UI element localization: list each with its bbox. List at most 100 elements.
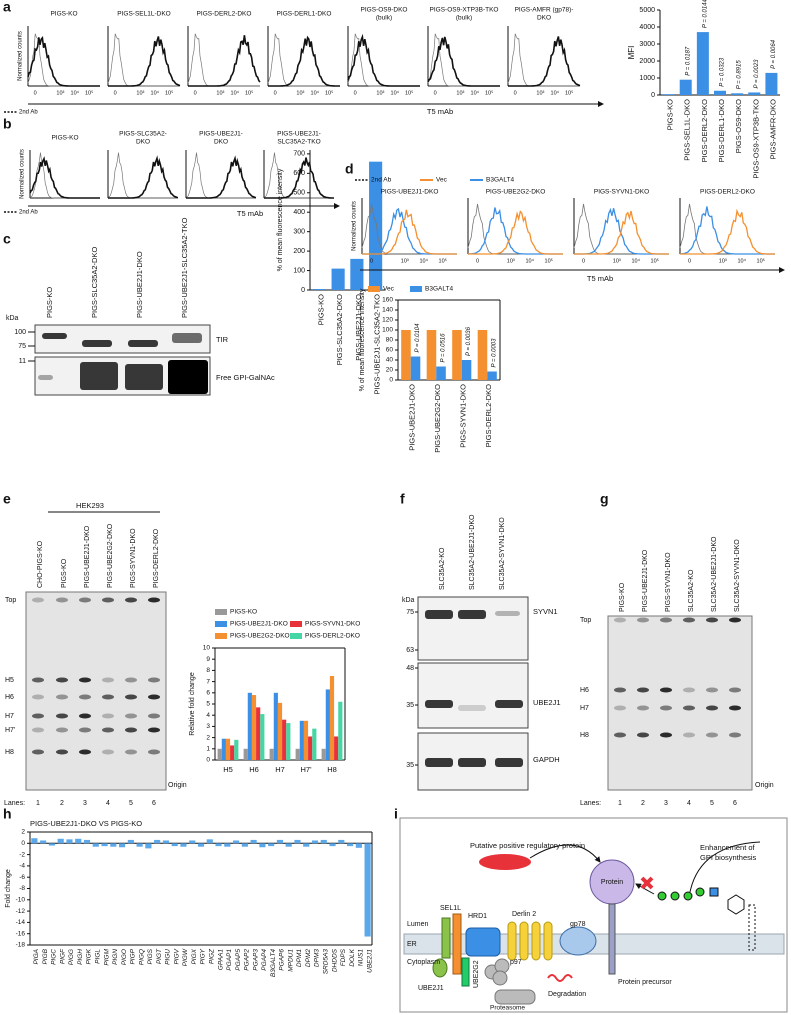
y-tick-label: 8 — [206, 667, 210, 674]
tlc-spot — [56, 727, 68, 733]
x-tick-label: PIGS-UBE2J1-DKO — [408, 384, 417, 451]
arrow — [529, 844, 601, 863]
x-tick-label: NUS1 — [358, 949, 365, 967]
lane-label: PIGS-SLC35A2-DKO — [90, 247, 99, 318]
bar — [748, 92, 761, 95]
x-tick-label: 10³ — [216, 90, 224, 96]
x-tick-label: 10³ — [613, 258, 621, 264]
diagram-label: GPI biosynthesis — [700, 853, 757, 862]
histogram-curve — [29, 152, 100, 199]
bar — [243, 748, 248, 760]
tlc-spot — [729, 705, 741, 711]
legend-swatch — [215, 633, 227, 639]
histogram-curve — [679, 206, 775, 255]
tlc-spot — [614, 617, 626, 623]
bar — [285, 843, 292, 847]
tlc-spot — [56, 694, 68, 700]
y-tick-label: 40 — [386, 357, 394, 364]
x-tick-label: 10³ — [376, 90, 384, 96]
x-tick-label: 10⁵ — [485, 89, 493, 96]
bar — [308, 736, 313, 760]
band-label: SYVN1 — [533, 607, 558, 616]
x-tick-label: PIGS-DERL2-DKO — [700, 99, 709, 163]
bar — [259, 843, 266, 848]
x-tick-label: PIGL — [94, 949, 101, 964]
blot-band — [495, 700, 523, 708]
lane-label: PIGS-KO — [619, 582, 626, 612]
blot-band — [38, 375, 53, 380]
x-tick-label: 0 — [370, 258, 373, 264]
legend-label: PIGS-KO — [230, 609, 257, 616]
bar — [364, 843, 371, 937]
x-tick-label: 10⁴ — [231, 89, 240, 96]
x-tick-label: 0 — [688, 258, 691, 264]
hrd1-stem — [452, 913, 462, 975]
histogram-title: (bulk) — [456, 15, 472, 22]
histogram-title: DKO — [214, 139, 228, 146]
histogram-curve — [187, 33, 260, 87]
bar — [426, 330, 437, 380]
bar — [299, 720, 304, 760]
tlc-spot — [148, 597, 160, 603]
bar — [331, 268, 345, 290]
y-tick-label: 400 — [293, 209, 305, 216]
y-tick-label: 4 — [206, 712, 210, 719]
histogram-title: SLC35A2-TKO — [277, 139, 320, 146]
histogram-curve — [574, 210, 669, 255]
lane-label: PIGS-KO — [45, 287, 54, 318]
x-tick-label: 10³ — [507, 258, 515, 264]
x-tick-label: PIGW — [182, 948, 189, 966]
lane-label: PIGS-DERL2-DKO — [153, 528, 160, 588]
x-tick-label: PGAP1 — [226, 949, 233, 971]
tlc-spot — [683, 687, 695, 693]
tlc-spot — [706, 732, 718, 738]
kda-label: kDa — [6, 315, 19, 322]
panel-letter: b — [3, 116, 12, 132]
y-tick-label: 7 — [206, 678, 210, 685]
bar — [206, 839, 213, 844]
histogram-curve — [107, 33, 180, 87]
p-value-label: P = 0.8915 — [737, 60, 743, 90]
diagram-label: Protein — [601, 879, 623, 886]
bar — [31, 838, 38, 844]
lanes-label: Lanes: — [4, 800, 25, 807]
histogram-title: PIGS-UBE2J1- — [199, 131, 243, 138]
lane-number: 5 — [710, 800, 714, 807]
histogram-curve — [680, 208, 775, 255]
diagram-label: UBE2J1 — [418, 985, 444, 992]
x-tick-label: PGAP5 — [235, 949, 242, 971]
panel-letter: g — [600, 491, 609, 507]
diagram-frame — [399, 817, 788, 1013]
marker-label: 35 — [406, 702, 414, 709]
band-label: H7 — [5, 713, 14, 720]
axis-label: % of mean fluorescence intensity — [359, 288, 366, 391]
y-tick-label: 1000 — [639, 75, 655, 82]
bar — [329, 843, 336, 847]
hrd1-shape — [465, 927, 501, 957]
diagram-label: gp78 — [570, 921, 586, 928]
origin-label: Origin — [755, 782, 774, 789]
lane-number: 6 — [733, 800, 737, 807]
lane-number: 2 — [641, 800, 645, 807]
lane-number: 2 — [60, 800, 64, 807]
y-tick-label: 200 — [293, 248, 305, 255]
blot-band — [168, 360, 208, 394]
tlc-spot — [32, 749, 44, 755]
y-tick-label: 160 — [382, 297, 393, 304]
ube2g2-shape — [461, 957, 470, 987]
bar — [197, 843, 205, 847]
legend-label: Vec — [436, 177, 448, 184]
band-label: Top — [5, 597, 16, 604]
inhibition-mark — [640, 876, 654, 890]
x-tick-label: 10⁵ — [245, 89, 253, 96]
y-tick-label: 0 — [206, 757, 210, 764]
bar — [233, 840, 240, 844]
bar — [189, 840, 196, 844]
legend-label: 2nd Ab — [19, 210, 38, 216]
histogram-title: PIGS-UBE2G2-DKO — [486, 189, 546, 196]
histogram-title: PIGS-AMFR (gp78)- — [515, 7, 574, 14]
legend-swatch — [410, 286, 422, 292]
bar — [162, 840, 169, 844]
x-tick-label: H7' — [300, 765, 312, 774]
